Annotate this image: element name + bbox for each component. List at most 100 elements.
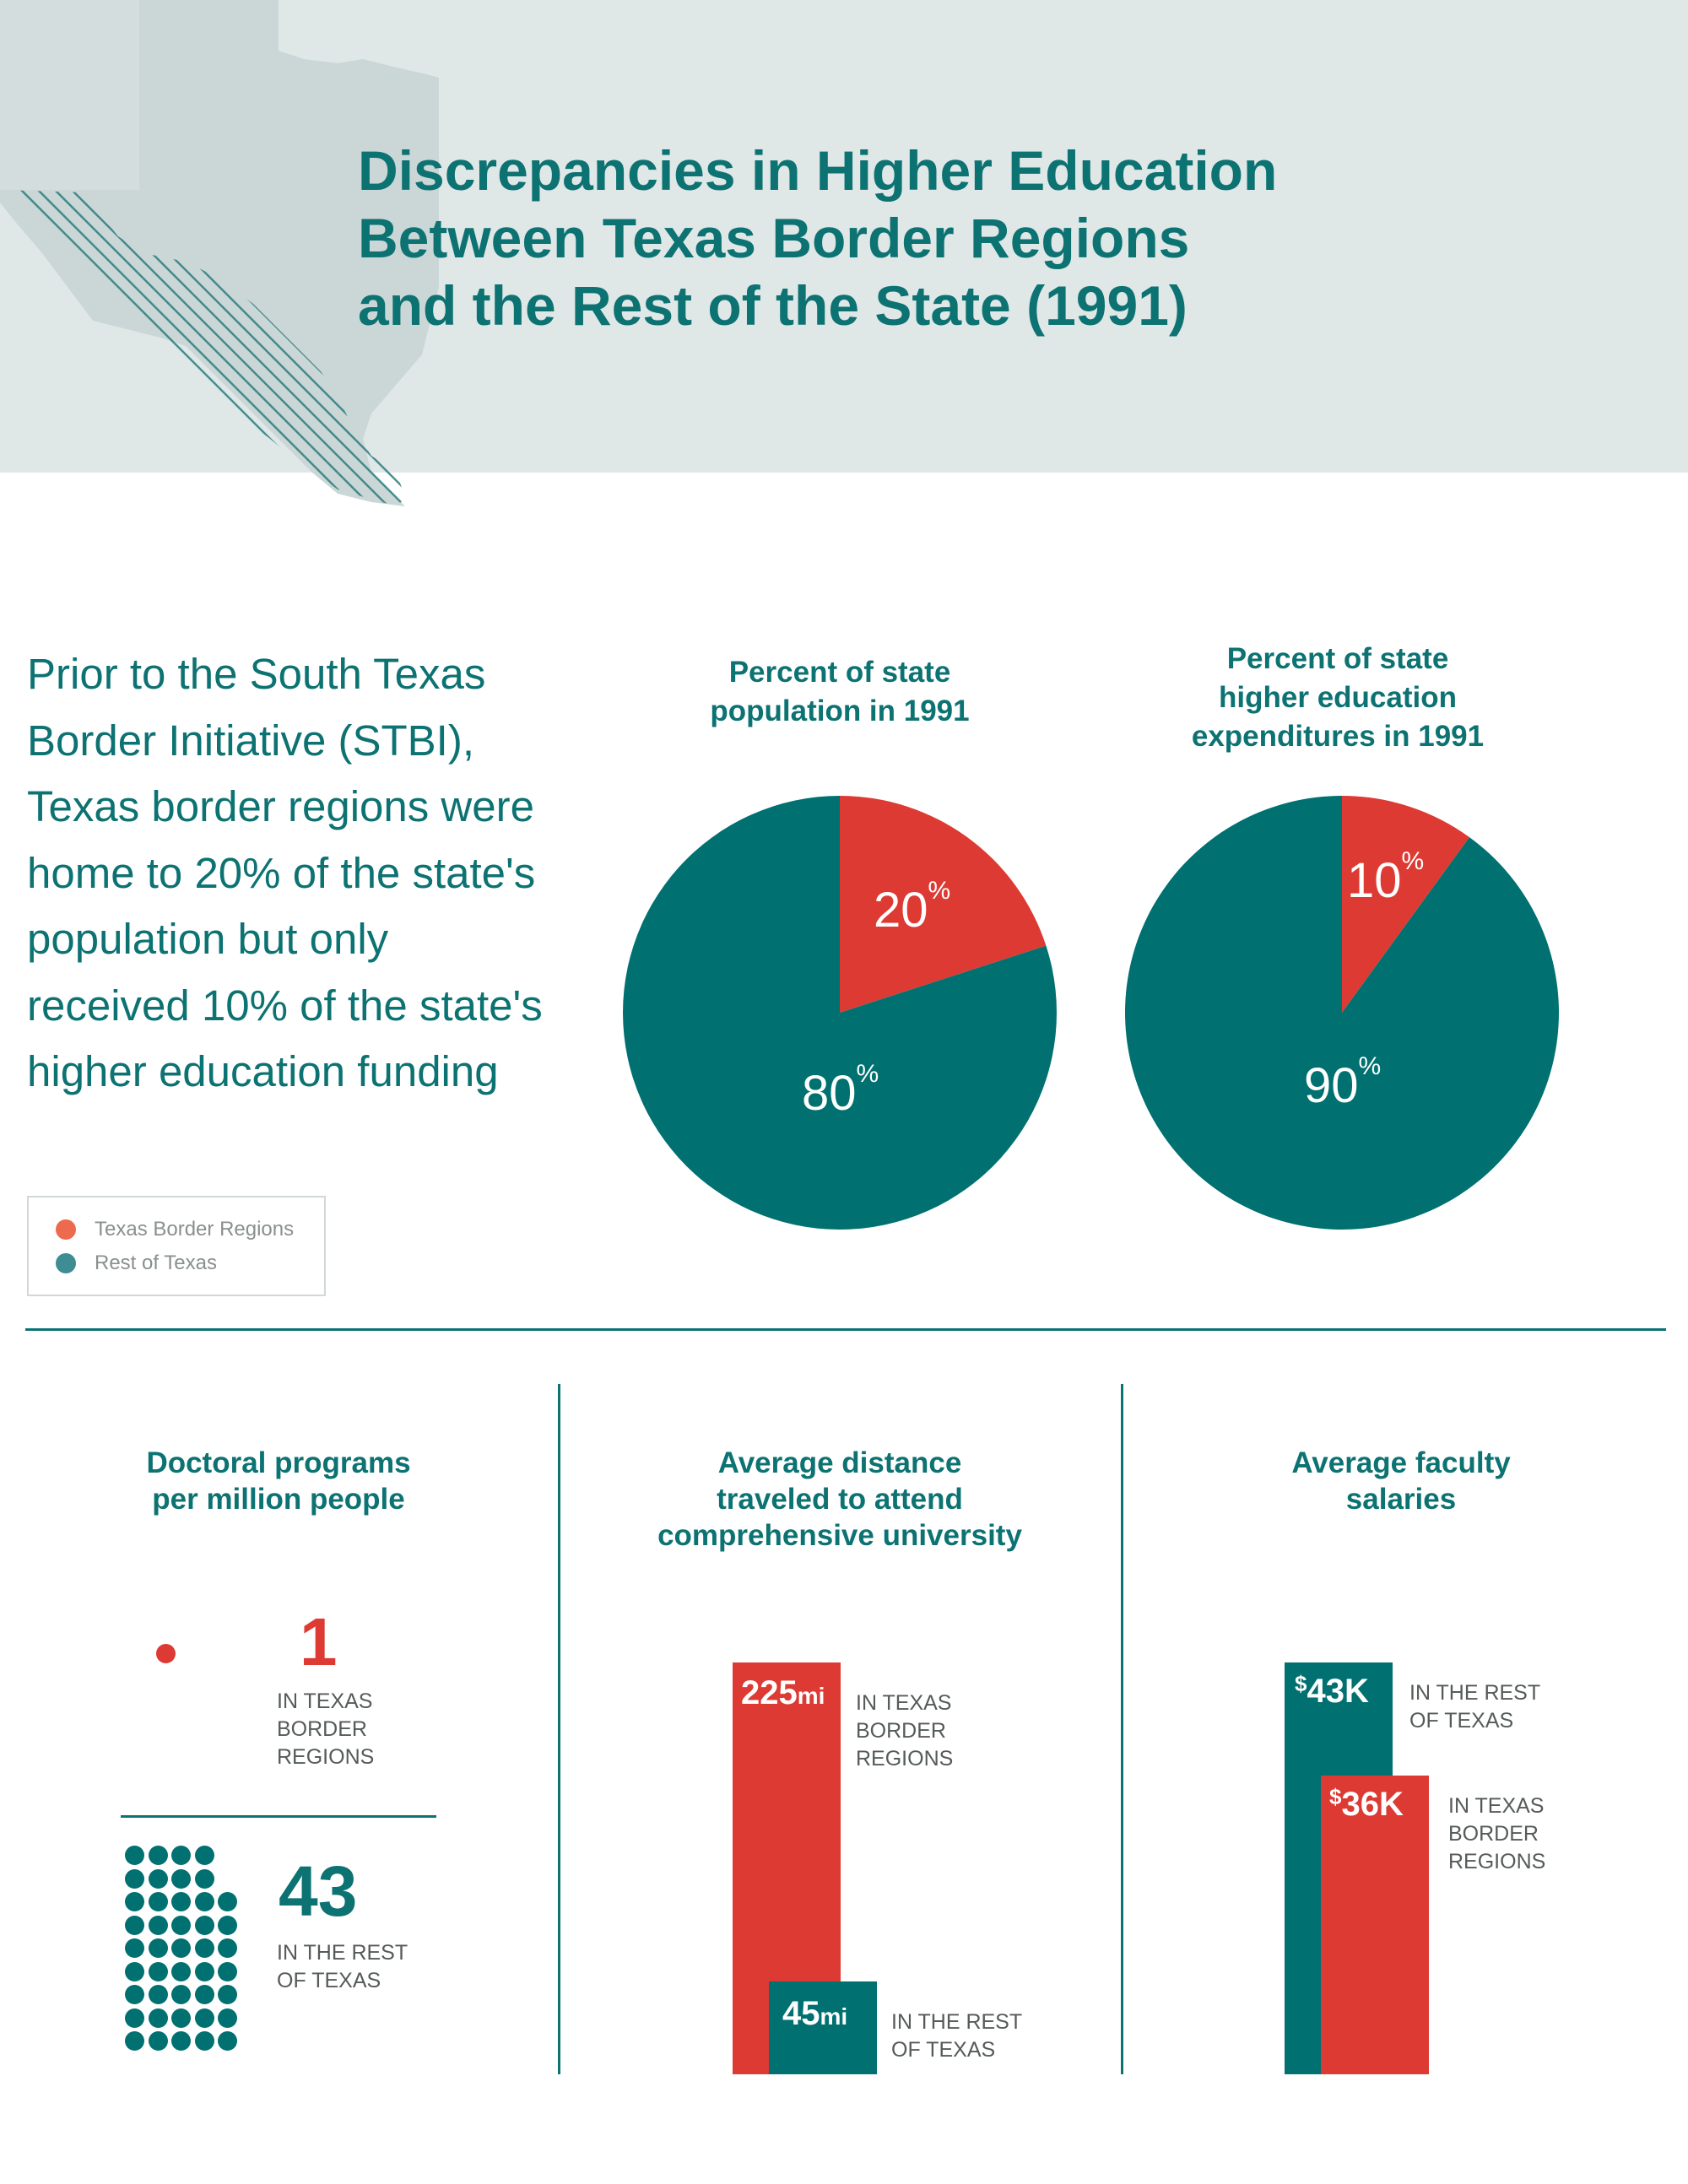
doctoral-rest-dot — [194, 1892, 214, 1911]
legend-label-border: Texas Border Regions — [95, 1218, 295, 1241]
distance-value-border-unit: mi — [797, 1683, 825, 1709]
salary-bar-border: $36K — [1321, 1776, 1429, 2074]
distance-title-line-3: comprehensive university — [657, 1519, 1022, 1552]
page-title-line-1: Discrepancies in Higher Education — [358, 139, 1278, 202]
doctoral-dots-border — [156, 1644, 176, 1664]
salary-value-rest-currency: $ — [1295, 1671, 1307, 1696]
doctoral-rest-dot — [171, 1961, 191, 1981]
pie2-slice-border — [1342, 796, 1470, 1013]
pie2-title-line-1: Percent of state — [1226, 642, 1449, 675]
doctoral-rest-dot — [218, 2008, 237, 2028]
doctoral-dots-rest — [125, 1846, 243, 2073]
distance-title: Average distance traveled to attend comp… — [616, 1445, 1063, 1554]
pie1-label-rest: 80% — [802, 1060, 879, 1122]
salary-title: Average faculty salaries — [1190, 1445, 1612, 1517]
pie2-title-line-2: higher education — [1219, 681, 1457, 714]
doctoral-rest-dot — [171, 1868, 191, 1889]
doctoral-rest-dot — [125, 2008, 144, 2028]
doctoral-rest-dot — [148, 1938, 168, 1958]
doctoral-value-border: 1 — [300, 1604, 338, 1679]
doctoral-rest-dot — [218, 1985, 237, 2004]
column-divider-2 — [1121, 1384, 1123, 2074]
doctoral-title: Doctoral programs per million people — [68, 1445, 490, 1517]
doctoral-rest-dot — [194, 1985, 214, 2004]
doctoral-rest-dot — [148, 1846, 168, 1865]
intro-text: Prior to the South Texas Border Initiati… — [27, 650, 543, 1095]
distance-title-line-1: Average distance — [717, 1446, 962, 1479]
salary-title-line-1: Average faculty — [1291, 1446, 1511, 1479]
legend: Texas Border Regions Rest of Texas — [27, 1196, 326, 1296]
doctoral-rest-dot — [194, 1868, 214, 1889]
pie1-title-line-1: Percent of state — [728, 656, 951, 689]
pie2-label-border-unit: % — [1401, 847, 1425, 875]
salary-value-border-number: 36K — [1341, 1786, 1404, 1824]
doctoral-caption-rest: IN THE REST OF TEXAS — [277, 1941, 408, 1992]
legend-swatch-border — [56, 1219, 76, 1240]
distance-bar-rest: 45mi — [769, 1981, 877, 2074]
doctoral-rest-dot — [218, 1938, 237, 1958]
doctoral-rest-dot — [148, 2008, 168, 2028]
doctoral-border-dot — [156, 1644, 176, 1663]
section-divider — [25, 1328, 1666, 1331]
distance-value-border-number: 225 — [741, 1674, 798, 1711]
doctoral-rest-dot — [218, 1961, 237, 1981]
doctoral-rest-dot — [148, 1892, 168, 1911]
doctoral-rest-dot — [148, 1961, 168, 1981]
doctoral-rest-dot — [194, 1938, 214, 1958]
pie2-title: Percent of state higher education expend… — [1148, 640, 1528, 756]
salary-caption-border: IN TEXAS BORDER REGIONS — [1448, 1794, 1546, 1873]
pie1-label-border: 20% — [874, 877, 950, 938]
doctoral-rest-dot — [125, 1985, 144, 2004]
pie2-label-rest-unit: % — [1358, 1052, 1382, 1080]
doctoral-rest-dot — [171, 2008, 191, 2028]
distance-caption-border: IN TEXAS BORDER REGIONS — [856, 1691, 954, 1770]
legend-swatch-rest — [56, 1253, 76, 1273]
doctoral-caption-border: IN TEXAS BORDER REGIONS — [277, 1689, 375, 1769]
distance-value-rest-unit: mi — [820, 2003, 848, 2030]
pie2-title-line-3: expenditures in 1991 — [1191, 720, 1485, 753]
pie2-slice-rest — [1125, 796, 1559, 1230]
doctoral-rest-dot — [194, 2031, 214, 2051]
doctoral-rest-dot — [125, 1892, 144, 1911]
legend-label-rest: Rest of Texas — [95, 1251, 217, 1274]
page-title-line-3: and the Rest of the State (1991) — [358, 274, 1188, 337]
pie-chart-population — [623, 796, 1057, 1230]
column-divider-1 — [558, 1384, 560, 2074]
doctoral-value-rest: 43 — [279, 1852, 358, 1931]
doctoral-rest-dot — [194, 1915, 214, 1935]
salary-value-rest: $43K — [1295, 1671, 1369, 1711]
doctoral-rest-dot — [171, 1985, 191, 2004]
salary-title-line-2: salaries — [1345, 1483, 1457, 1516]
doctoral-rest-dot — [171, 2031, 191, 2051]
doctoral-title-line-2: per million people — [152, 1483, 405, 1516]
pie1-slice-rest — [623, 796, 1057, 1230]
doctoral-rest-dot — [171, 1846, 191, 1865]
pie1-title-line-2: population in 1991 — [710, 695, 970, 727]
pie-chart-expenditures — [1125, 796, 1559, 1230]
doctoral-title-line-1: Doctoral programs — [146, 1446, 411, 1479]
doctoral-separator — [121, 1815, 436, 1818]
pie2-label-rest-value: 90 — [1304, 1058, 1359, 1113]
salary-value-border: $36K — [1329, 1784, 1404, 1824]
doctoral-rest-dot — [148, 1868, 168, 1889]
doctoral-rest-dot — [194, 1961, 214, 1981]
doctoral-rest-dot — [171, 1915, 191, 1935]
salary-value-rest-number: 43K — [1307, 1673, 1369, 1710]
page-title-line-2: Between Texas Border Regions — [358, 207, 1190, 269]
distance-caption-rest: IN THE REST OF TEXAS — [891, 2010, 1023, 2062]
texas-map-icon — [0, 0, 439, 506]
pie1-label-border-unit: % — [928, 877, 951, 905]
doctoral-rest-dot — [125, 2031, 144, 2051]
legend-item-border: Texas Border Regions — [56, 1218, 294, 1241]
distance-title-line-2: traveled to attend — [717, 1483, 963, 1516]
pie2-label-border-value: 10 — [1347, 853, 1402, 908]
doctoral-rest-dot — [171, 1892, 191, 1911]
distance-value-rest-number: 45 — [782, 1995, 820, 2032]
doctoral-rest-dot — [218, 1892, 237, 1911]
doctoral-rest-dot — [194, 2008, 214, 2028]
doctoral-rest-dot — [125, 1961, 144, 1981]
distance-value-rest: 45mi — [782, 1995, 847, 2033]
doctoral-rest-dot — [125, 1868, 144, 1889]
pie2-label-rest: 90% — [1304, 1052, 1381, 1114]
pie1-label-rest-unit: % — [856, 1060, 879, 1088]
